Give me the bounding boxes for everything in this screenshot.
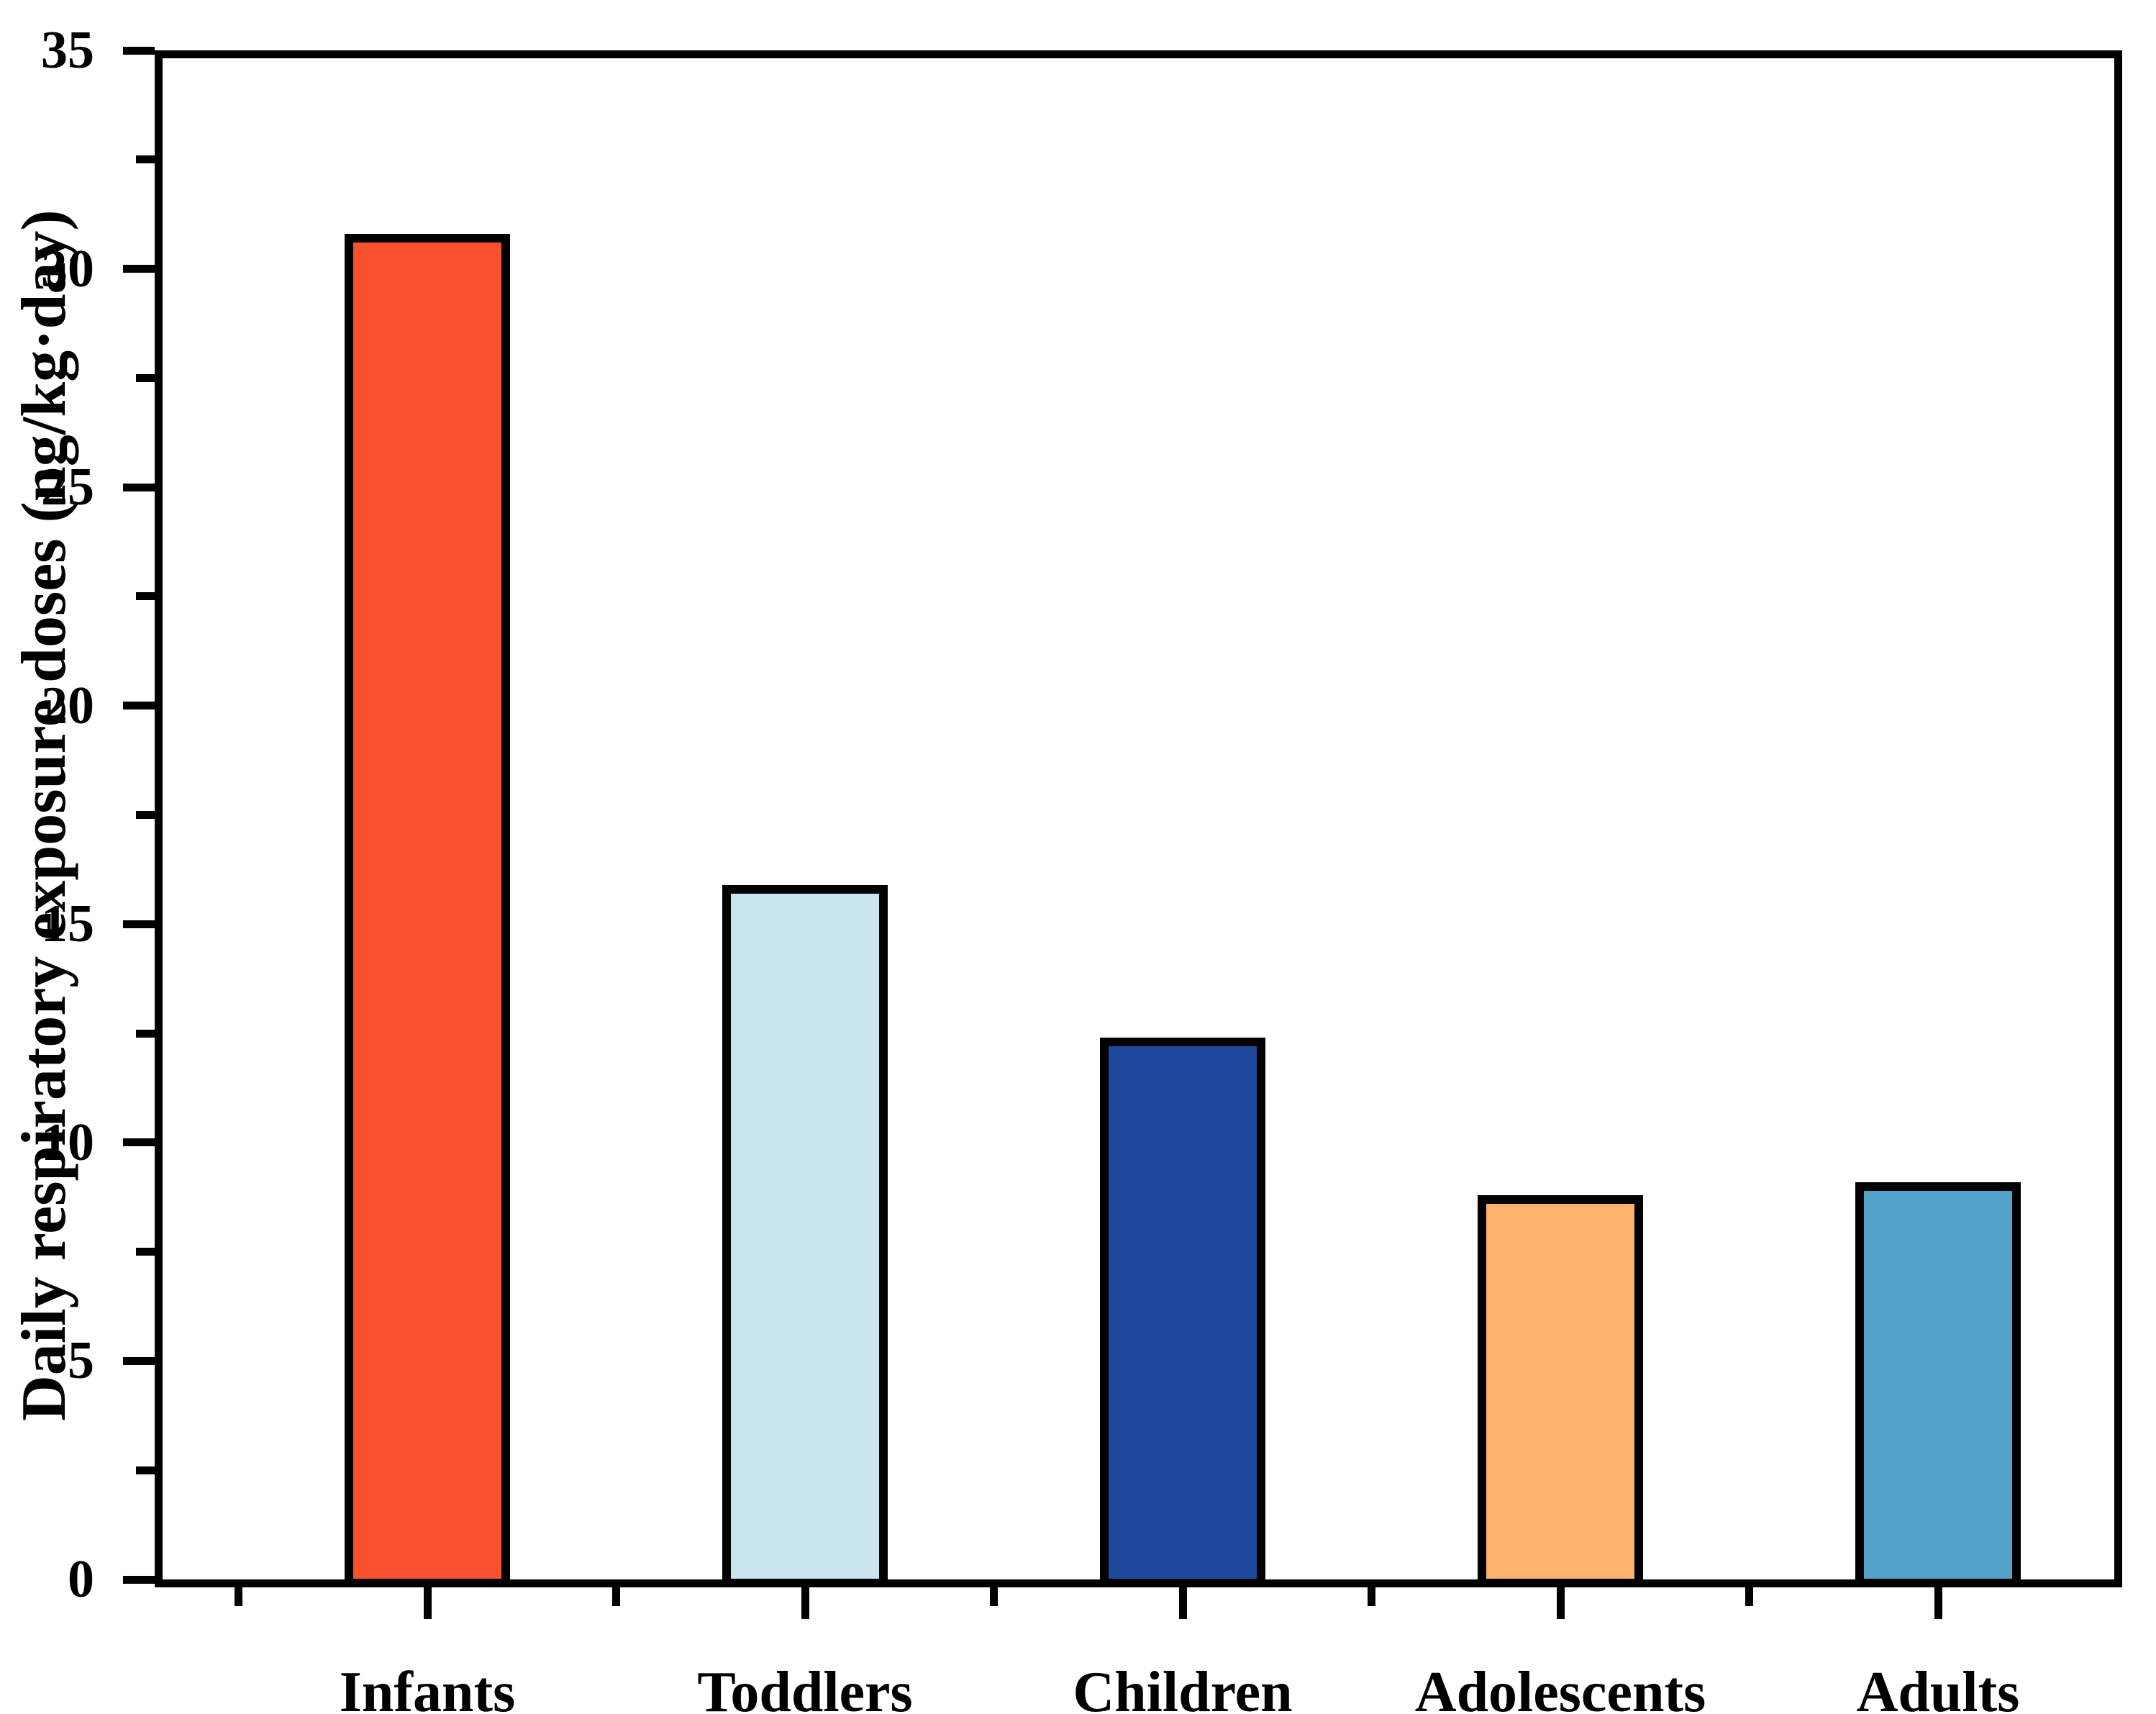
y-minor-tick	[136, 592, 155, 601]
y-major-tick	[123, 1138, 155, 1147]
y-tick-label: 30	[41, 239, 94, 299]
x-category-label-adolescents: Adolescents	[1414, 1661, 1706, 1714]
y-tick-label: 25	[41, 458, 94, 517]
x-category-label-adults: Adults	[1856, 1661, 2020, 1714]
bar-infants	[345, 234, 510, 1587]
x-category-label-toddlers: Toddlers	[697, 1661, 913, 1714]
y-minor-tick	[136, 373, 155, 382]
y-axis-title: Daily respiratory exposure doses (ng/kg·…	[9, 209, 79, 1421]
y-major-tick	[123, 702, 155, 710]
x-major-tick	[423, 1587, 432, 1619]
y-minor-tick	[136, 1466, 155, 1474]
y-tick-label: 15	[41, 894, 94, 954]
x-major-tick	[1178, 1587, 1187, 1619]
y-tick-label: 35	[41, 21, 94, 80]
x-minor-tick	[1368, 1587, 1375, 1606]
x-major-tick	[1556, 1587, 1565, 1619]
y-major-tick	[123, 920, 155, 928]
y-minor-tick	[136, 811, 155, 819]
y-major-tick	[123, 265, 155, 273]
x-minor-tick	[990, 1587, 998, 1606]
y-major-tick	[123, 1575, 155, 1584]
y-minor-tick	[136, 1029, 155, 1038]
y-tick-label: 20	[41, 676, 94, 735]
y-major-tick	[123, 483, 155, 491]
y-minor-tick	[136, 155, 155, 164]
bar-adults	[1855, 1182, 2021, 1587]
y-tick-label: 0	[68, 1550, 94, 1609]
x-category-label-infants: Infants	[339, 1661, 516, 1714]
x-category-label-children: Children	[1073, 1661, 1293, 1714]
bar-adolescents	[1478, 1194, 1643, 1587]
y-tick-label: 5	[68, 1331, 94, 1391]
x-major-tick	[1934, 1587, 1942, 1619]
y-tick-label: 10	[41, 1112, 94, 1172]
bar-children	[1100, 1038, 1265, 1587]
x-minor-tick	[612, 1587, 620, 1606]
x-minor-tick	[235, 1587, 242, 1606]
x-major-tick	[801, 1587, 809, 1619]
y-major-tick	[123, 1356, 155, 1365]
y-minor-tick	[136, 1248, 155, 1256]
bar-toddlers	[722, 884, 888, 1587]
x-minor-tick	[1745, 1587, 1753, 1606]
y-major-tick	[123, 46, 155, 55]
